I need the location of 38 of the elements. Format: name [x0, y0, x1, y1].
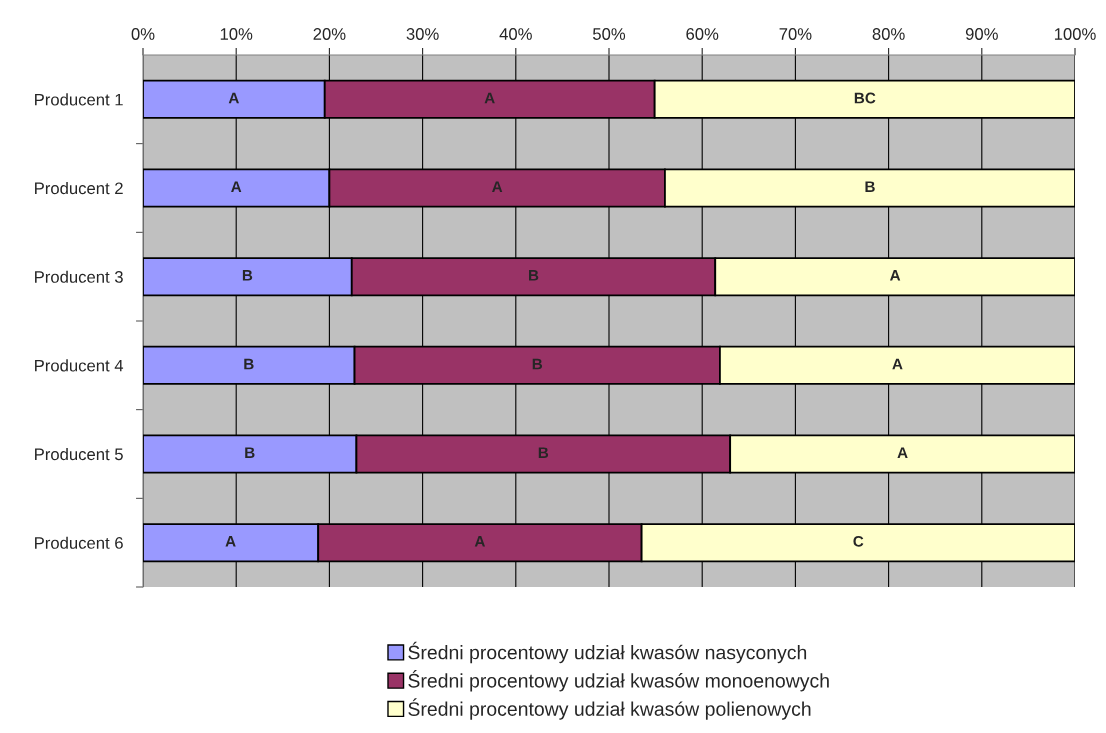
data-label: A	[225, 536, 236, 547]
y-tick-label: Producent 6	[35, 536, 123, 549]
data-label: B	[538, 447, 549, 458]
data-label: B	[242, 270, 253, 281]
x-tick-label: 80%	[872, 28, 905, 40]
x-tick-label: 20%	[313, 28, 346, 40]
data-label: A	[492, 181, 503, 192]
data-label: A	[897, 447, 908, 458]
x-tick-label: 70%	[779, 28, 812, 40]
y-tick-label: Producent 5	[35, 447, 123, 461]
data-label: B	[529, 270, 539, 281]
data-label: A	[889, 270, 901, 281]
data-label: C	[853, 535, 864, 547]
data-label: B	[244, 358, 254, 370]
y-tick-label: Producent 4	[35, 359, 124, 372]
data-label: A	[484, 92, 495, 104]
data-label: B	[245, 447, 255, 458]
data-label: A	[231, 181, 242, 192]
x-tick-label: 60%	[686, 28, 719, 40]
data-label: B	[532, 358, 543, 370]
legend-label: Średni procentowy udział kwasów polienowych	[408, 698, 811, 720]
legend-label: Średni procentowy udział kwasów monoenowych	[408, 670, 829, 692]
x-tick-label: 100%	[1054, 28, 1096, 40]
data-label: A	[228, 92, 239, 104]
x-tick-label: 0%	[131, 28, 155, 40]
x-tick-label: 40%	[499, 28, 532, 40]
x-tick-label: 50%	[592, 28, 626, 40]
x-tick-label: 90%	[965, 28, 998, 40]
legend-label: Średni procentowy udział kwasów nasyconych	[408, 641, 807, 664]
y-tick-label: Producent 1	[35, 93, 123, 106]
data-label: A	[892, 358, 903, 370]
x-tick-label: 10%	[220, 28, 253, 40]
y-tick-label: Producent 2	[35, 181, 123, 195]
y-tick-label: Producent 3	[35, 270, 123, 283]
data-label: BC	[854, 92, 876, 104]
data-label: B	[865, 181, 875, 192]
data-label: A	[474, 536, 486, 547]
x-tick-label: 30%	[406, 28, 439, 40]
